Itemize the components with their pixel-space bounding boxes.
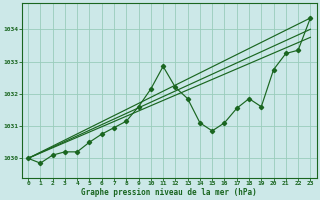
X-axis label: Graphe pression niveau de la mer (hPa): Graphe pression niveau de la mer (hPa)	[81, 188, 257, 197]
